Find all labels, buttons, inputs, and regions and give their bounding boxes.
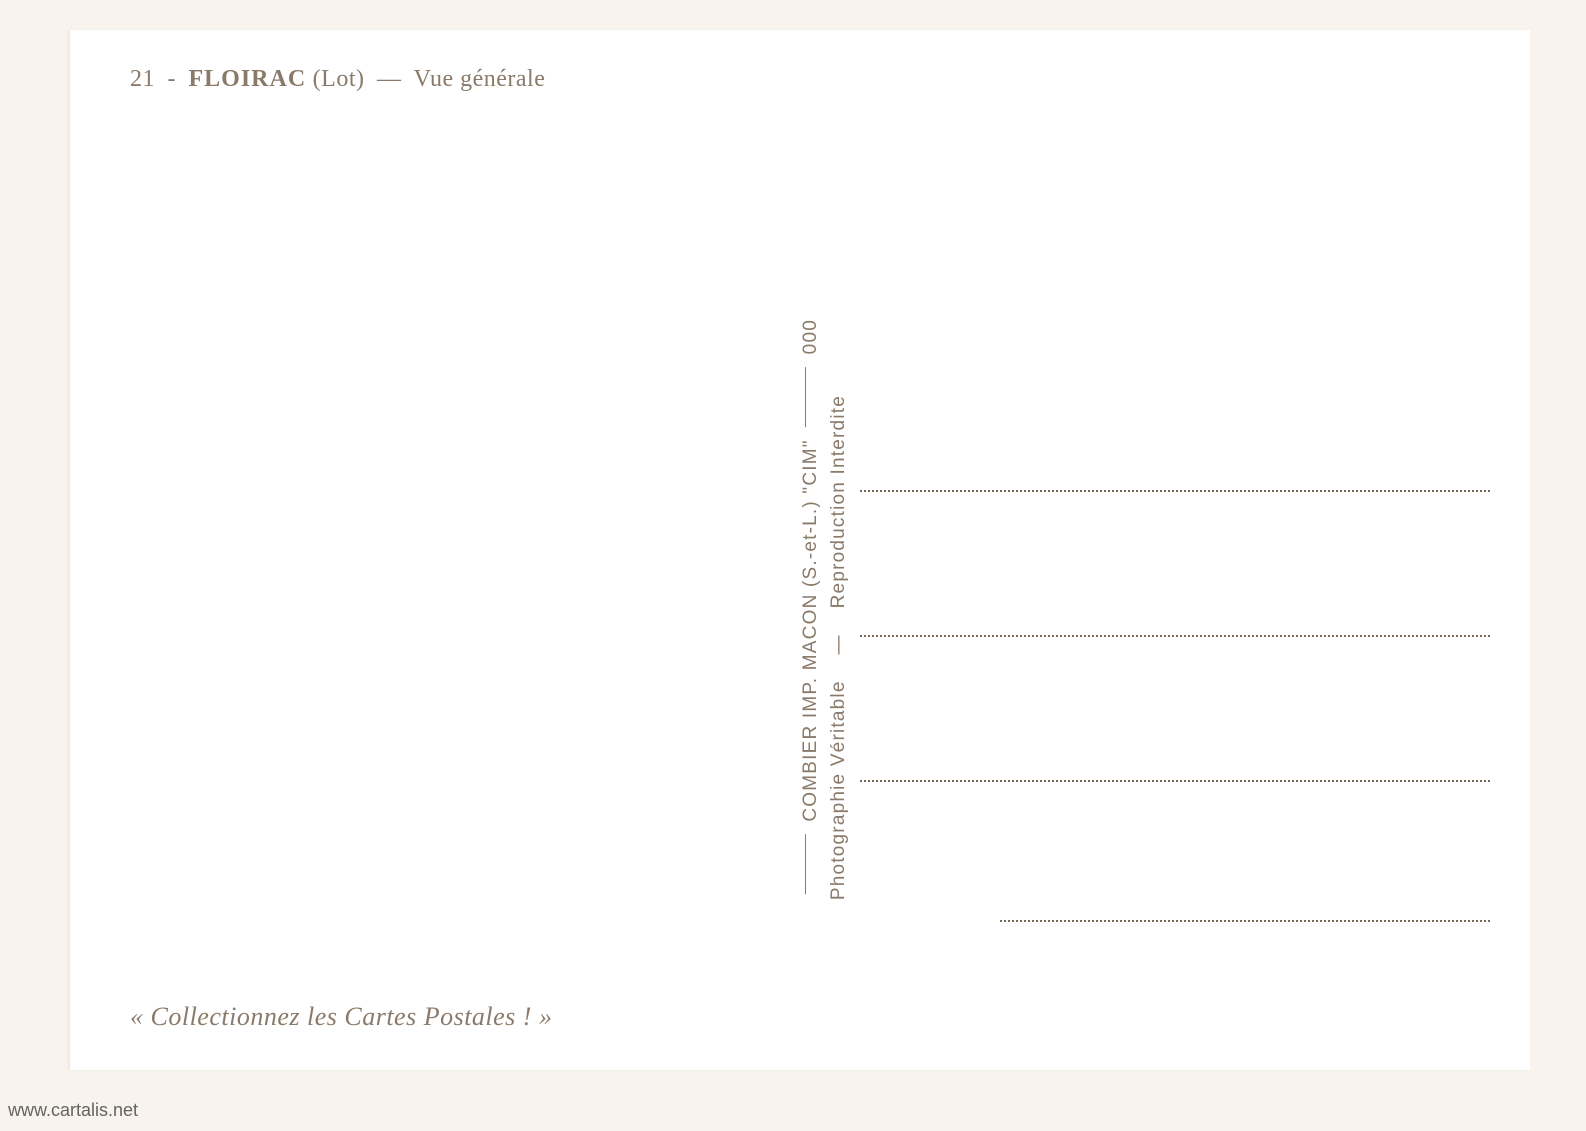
emdash: — [828,634,849,654]
reproduction-forbidden: Reproduction Interdite [828,395,849,608]
publisher-line-2: Photographie Véritable — Reproduction In… [828,395,850,900]
card-number: 21 [130,66,155,92]
place-name: FLOIRAC [189,66,307,92]
dash-sep: - [168,66,177,92]
publisher-text: COMBIER IMP. MACON (S.-et-L.) "CIM" [800,439,821,821]
publisher-line-1: COMBIER IMP. MACON (S.-et-L.) "CIM" 000 [800,319,822,900]
publisher-code: 000 [800,319,821,354]
rule-segment [805,834,806,894]
footer-slogan: « Collectionnez les Cartes Postales ! » [130,1002,552,1032]
address-line-2 [860,635,1490,637]
rule-segment [805,367,806,427]
center-divider: COMBIER IMP. MACON (S.-et-L.) "CIM" 000 … [800,240,830,900]
address-line-3 [860,780,1490,782]
header-caption: 21 - FLOIRAC (Lot) — Vue générale [130,66,545,93]
address-line-4 [1000,920,1490,922]
region: (Lot) [313,66,365,92]
postcard-back: 21 - FLOIRAC (Lot) — Vue générale COMBIE… [70,30,1530,1070]
emdash-sep: — [377,66,402,92]
watermark: www.cartalis.net [8,1100,138,1121]
subtitle: Vue générale [414,66,546,92]
address-line-1 [860,490,1490,492]
photo-authentic: Photographie Véritable [828,680,849,900]
